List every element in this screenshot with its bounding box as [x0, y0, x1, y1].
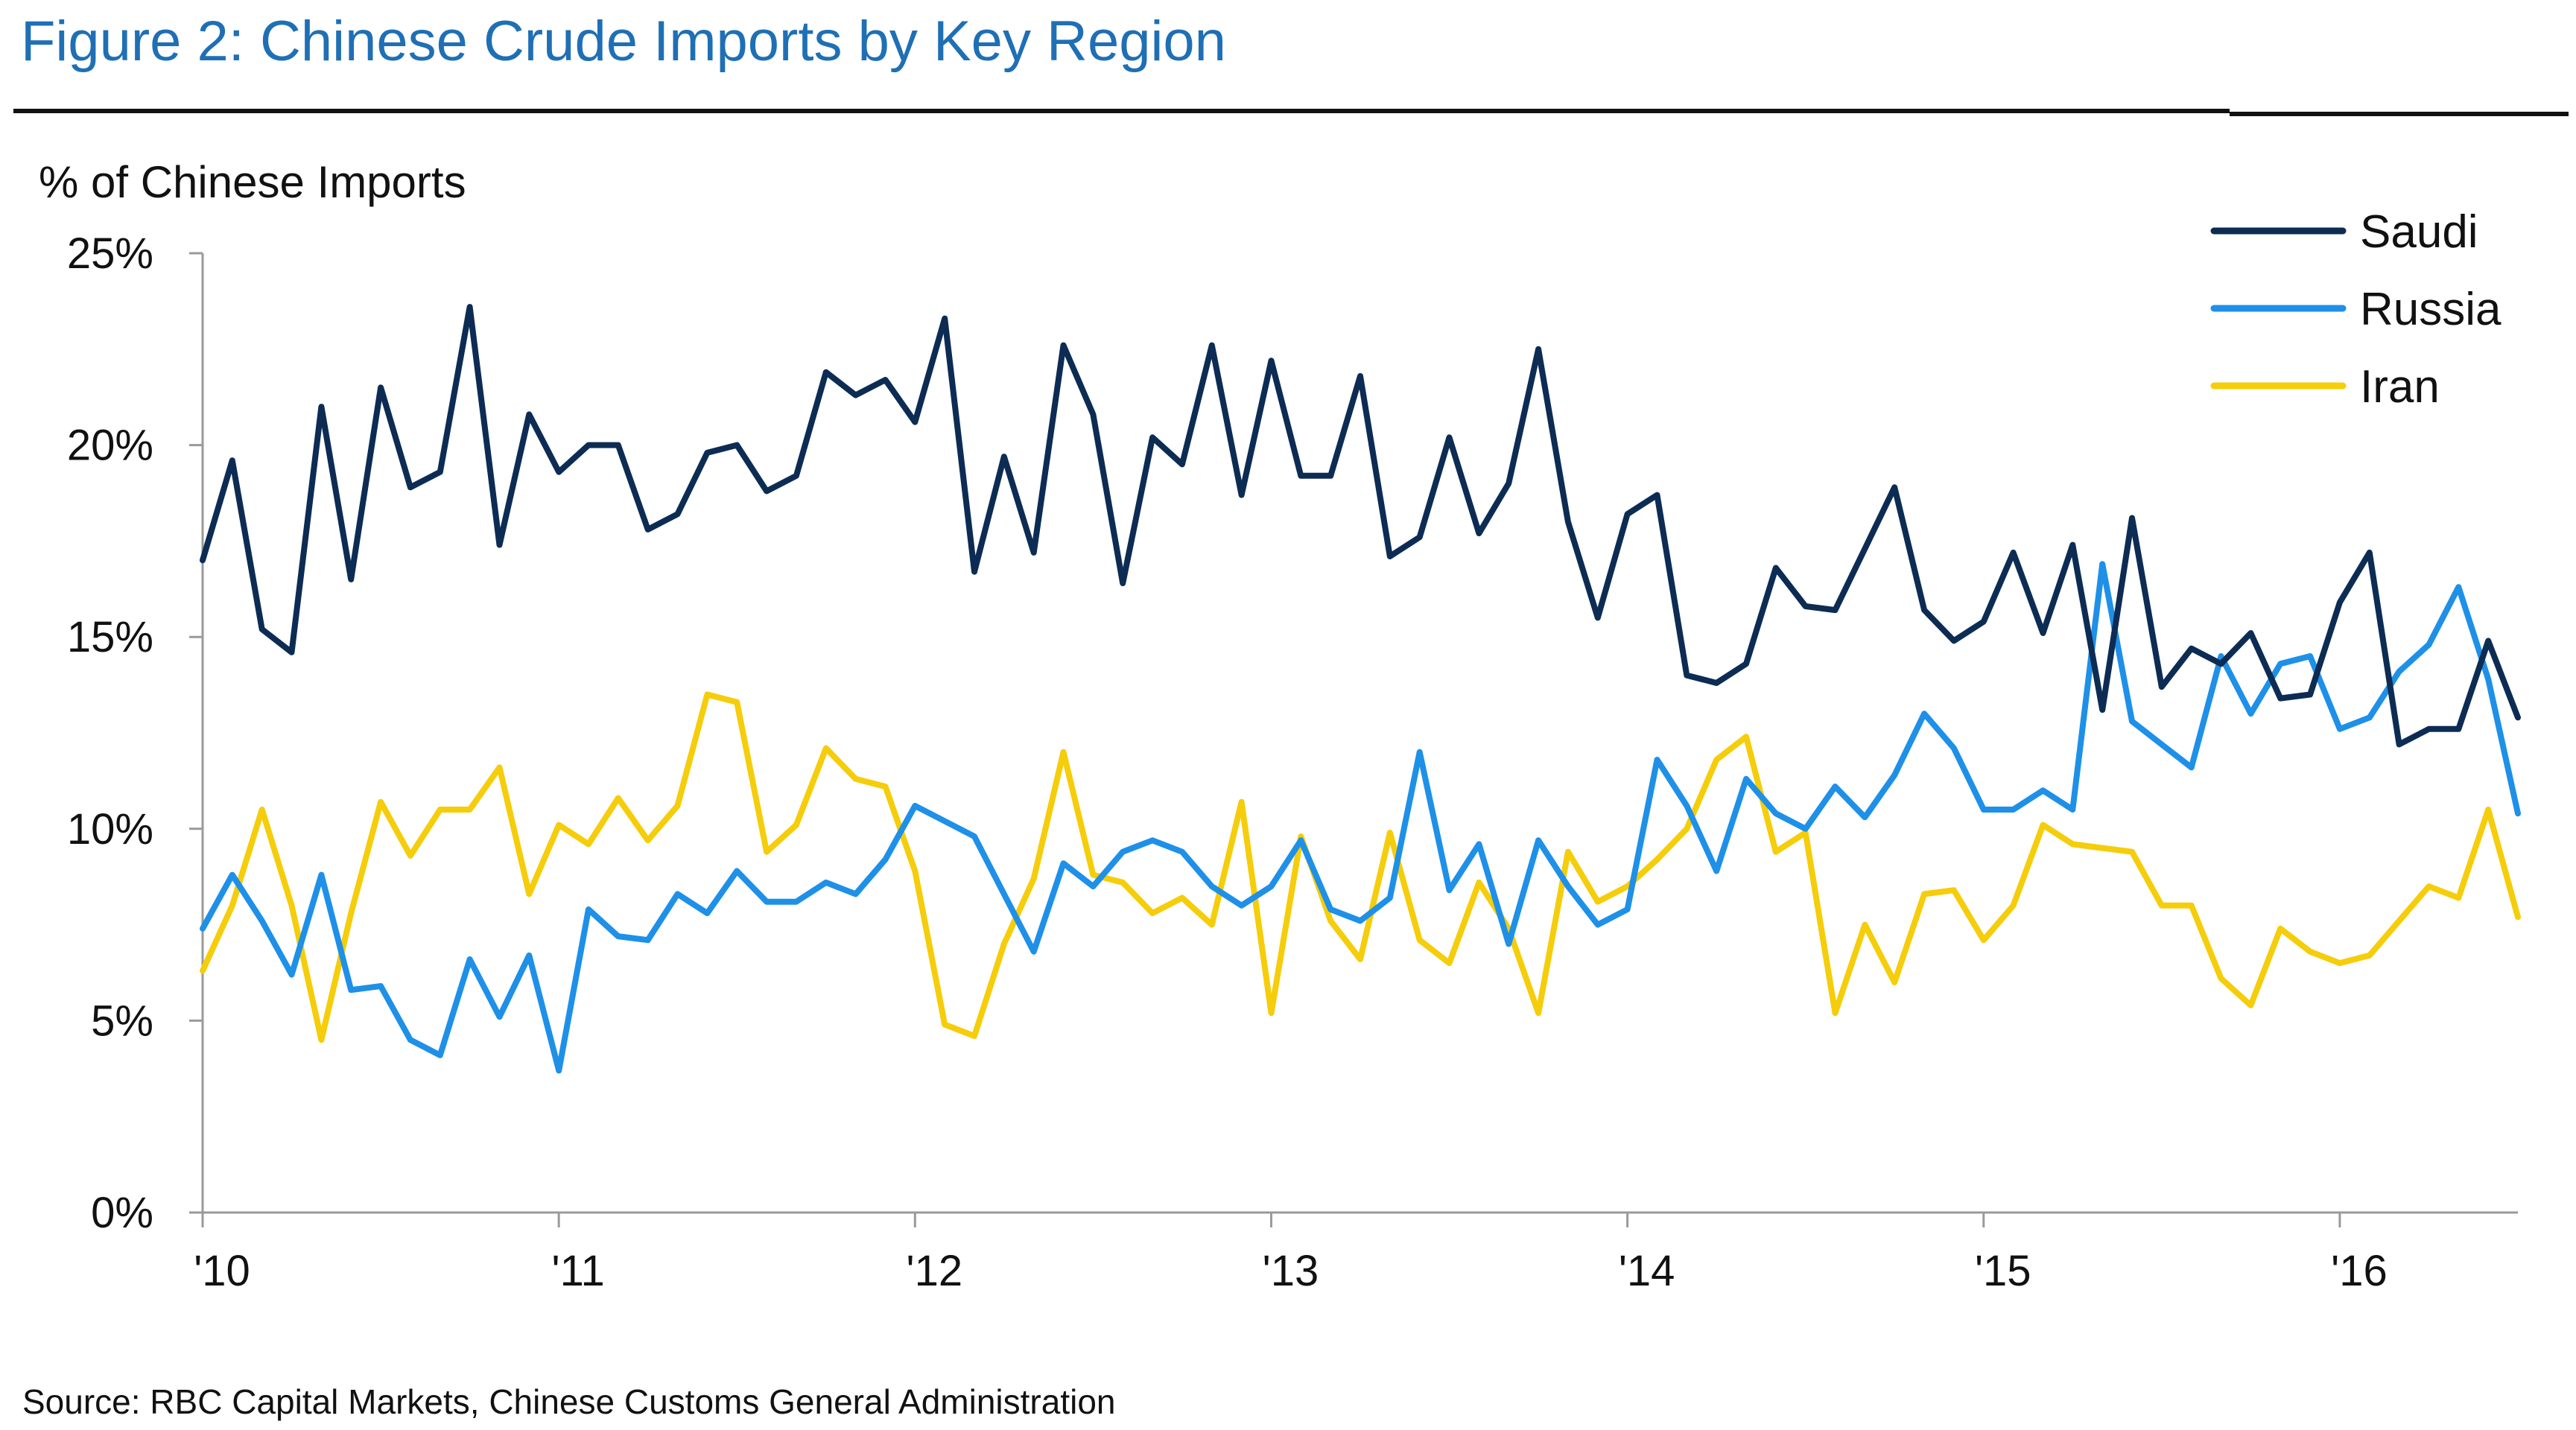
series-line-saudi — [200, 304, 2521, 748]
x-tick-label: '12 — [907, 1247, 963, 1295]
chart-title: Figure 2: Chinese Crude Imports by Key R… — [21, 10, 1226, 73]
x-tick-label: '16 — [2331, 1247, 2388, 1295]
title-rule — [13, 109, 2230, 113]
y-tick-label: 5% — [91, 997, 153, 1045]
x-axis: '10 '11 '12 '13 '14 '15 '16 — [194, 1211, 2518, 1295]
x-tick-label: '11 — [552, 1247, 605, 1295]
series-line-iran — [200, 691, 2521, 1043]
legend-label-iran: Iran — [2360, 361, 2440, 413]
source-note: Source: RBC Capital Markets, Chinese Cus… — [22, 1382, 1116, 1421]
x-tick-label: '10 — [194, 1247, 250, 1295]
legend-label-russia: Russia — [2360, 284, 2502, 335]
legend-label-saudi: Saudi — [2360, 206, 2478, 258]
y-axis: 0% 5% 10% 15% 20% 25% — [67, 229, 204, 1237]
y-axis-title: % of Chinese Imports — [39, 157, 466, 207]
x-tick-label: '14 — [1619, 1247, 1675, 1295]
x-tick-label: '15 — [1975, 1247, 2031, 1295]
x-tick-label: '13 — [1263, 1247, 1319, 1295]
legend: Saudi Russia Iran — [2210, 206, 2502, 413]
y-tick-label: 0% — [91, 1189, 153, 1237]
y-tick-label: 10% — [67, 805, 153, 854]
y-tick-label: 25% — [67, 229, 153, 278]
series-line-russia — [200, 561, 2521, 1074]
series-lines — [200, 304, 2521, 1074]
y-tick-label: 15% — [67, 613, 153, 661]
title-rule-end — [2230, 112, 2569, 116]
y-tick-label: 20% — [67, 422, 153, 470]
